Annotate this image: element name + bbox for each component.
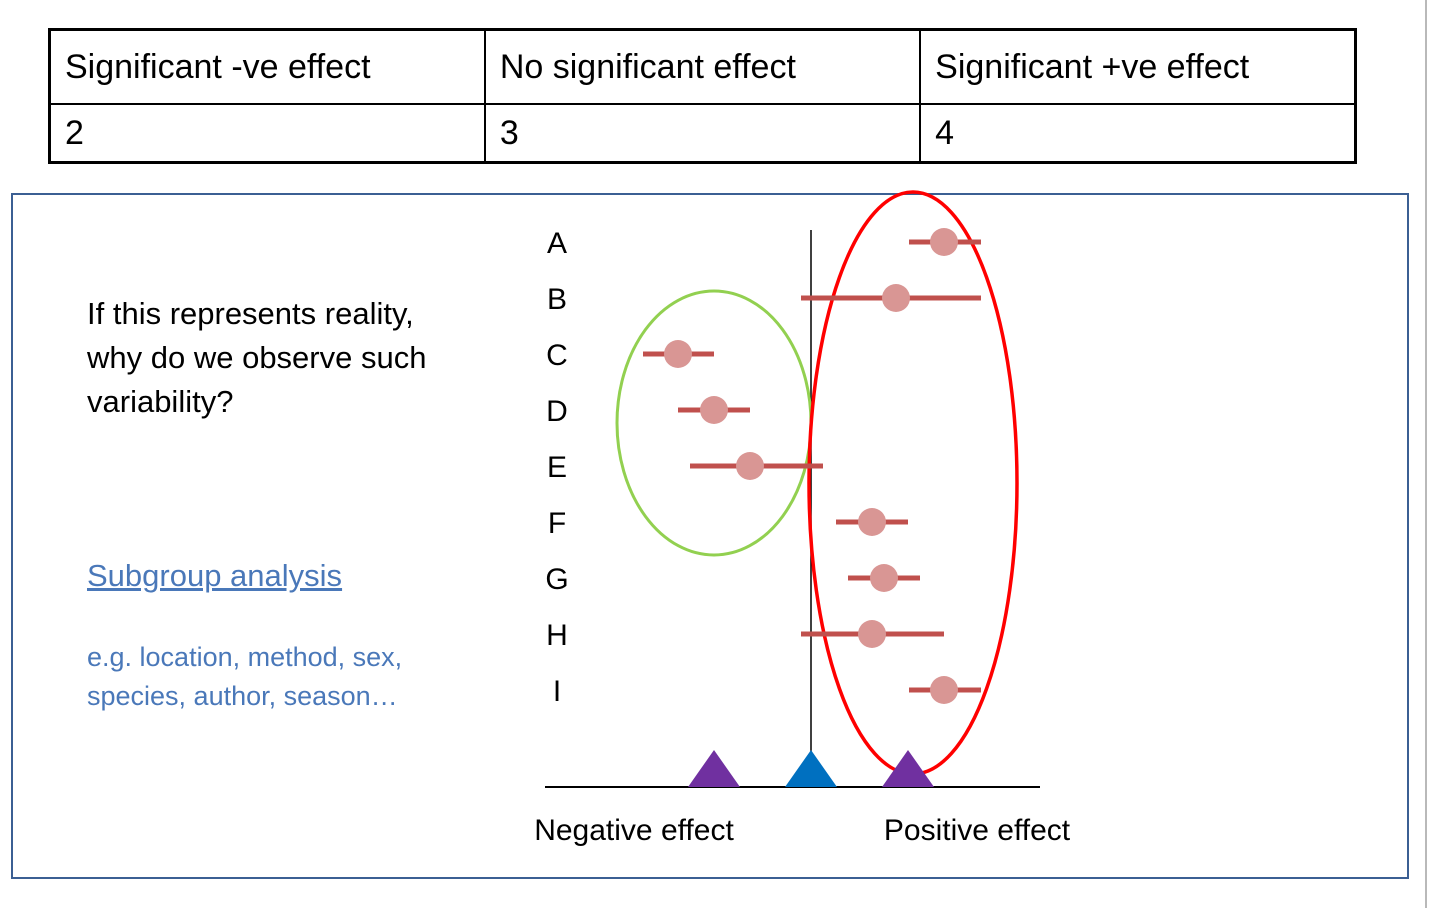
estimate-point-b: [882, 284, 910, 312]
header-significant-positive: Significant +ve effect: [919, 28, 1357, 105]
study-label-i: I: [553, 675, 561, 708]
positive-group-ellipse: [807, 190, 1019, 776]
table-header-row: Significant -ve effect No significant ef…: [48, 28, 1357, 105]
study-label-c: C: [546, 339, 568, 372]
estimate-point-h: [858, 620, 886, 648]
study-label-b: B: [547, 283, 567, 316]
overall-marker: [785, 750, 837, 787]
window-edge: [1425, 0, 1427, 908]
table-values-row: 2 3 4: [48, 103, 1357, 164]
header-no-significant: No significant effect: [483, 28, 922, 105]
study-label-a: A: [547, 227, 567, 260]
header-significant-negative: Significant -ve effect: [48, 28, 486, 105]
effect-summary-table: Significant -ve effect No significant ef…: [48, 28, 1357, 164]
estimate-point-i: [930, 676, 958, 704]
estimate-point-g: [870, 564, 898, 592]
subgroup-analysis-link[interactable]: Subgroup analysis: [87, 558, 343, 593]
estimate-point-a: [930, 228, 958, 256]
subgroup-negative-marker: [688, 750, 740, 787]
estimate-point-e: [736, 452, 764, 480]
content-panel: [11, 193, 1409, 879]
estimate-point-c: [664, 340, 692, 368]
count-significant-positive: 4: [919, 103, 1357, 164]
subgroup-positive-marker: [882, 750, 934, 787]
study-label-e: E: [547, 451, 567, 484]
question-text: If this represents reality, why do we ob…: [87, 296, 427, 419]
count-no-significant: 3: [483, 103, 922, 164]
subgroup-examples-text: e.g. location, method, sex, species, aut…: [87, 642, 403, 711]
study-label-f: F: [548, 507, 566, 540]
estimate-point-f: [858, 508, 886, 536]
study-label-h: H: [546, 619, 568, 652]
count-significant-negative: 2: [48, 103, 486, 164]
study-label-g: G: [545, 563, 568, 596]
x-axis-label-negative: Negative effect: [534, 814, 734, 847]
study-label-d: D: [546, 395, 568, 428]
x-axis-label-positive: Positive effect: [884, 814, 1071, 847]
estimate-point-d: [700, 396, 728, 424]
